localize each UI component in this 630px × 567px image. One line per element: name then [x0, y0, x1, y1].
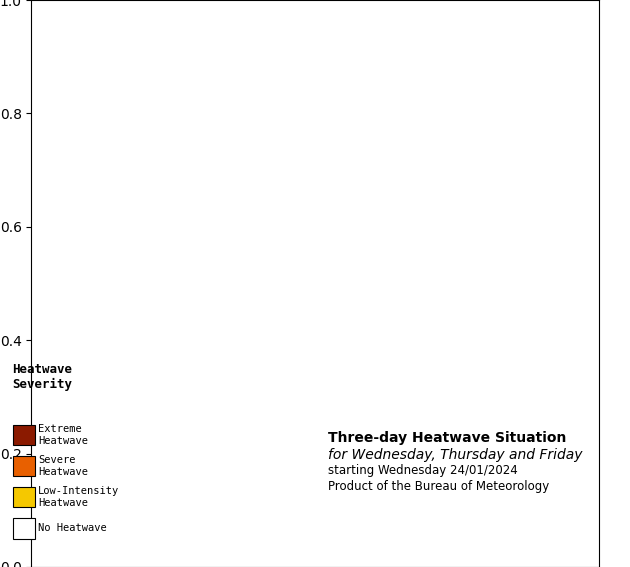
- Text: Heatwave
Severity: Heatwave Severity: [13, 363, 72, 391]
- Text: Severe
Heatwave: Severe Heatwave: [38, 455, 88, 477]
- Text: No Heatwave: No Heatwave: [38, 523, 107, 534]
- Text: Three-day Heatwave Situation: Three-day Heatwave Situation: [328, 431, 566, 445]
- Text: Product of the Bureau of Meteorology: Product of the Bureau of Meteorology: [328, 480, 549, 493]
- Text: Extreme
Heatwave: Extreme Heatwave: [38, 424, 88, 446]
- Text: for Wednesday, Thursday and Friday: for Wednesday, Thursday and Friday: [328, 448, 582, 462]
- Text: Low-Intensity
Heatwave: Low-Intensity Heatwave: [38, 486, 119, 508]
- Text: starting Wednesday 24/01/2024: starting Wednesday 24/01/2024: [328, 464, 517, 477]
